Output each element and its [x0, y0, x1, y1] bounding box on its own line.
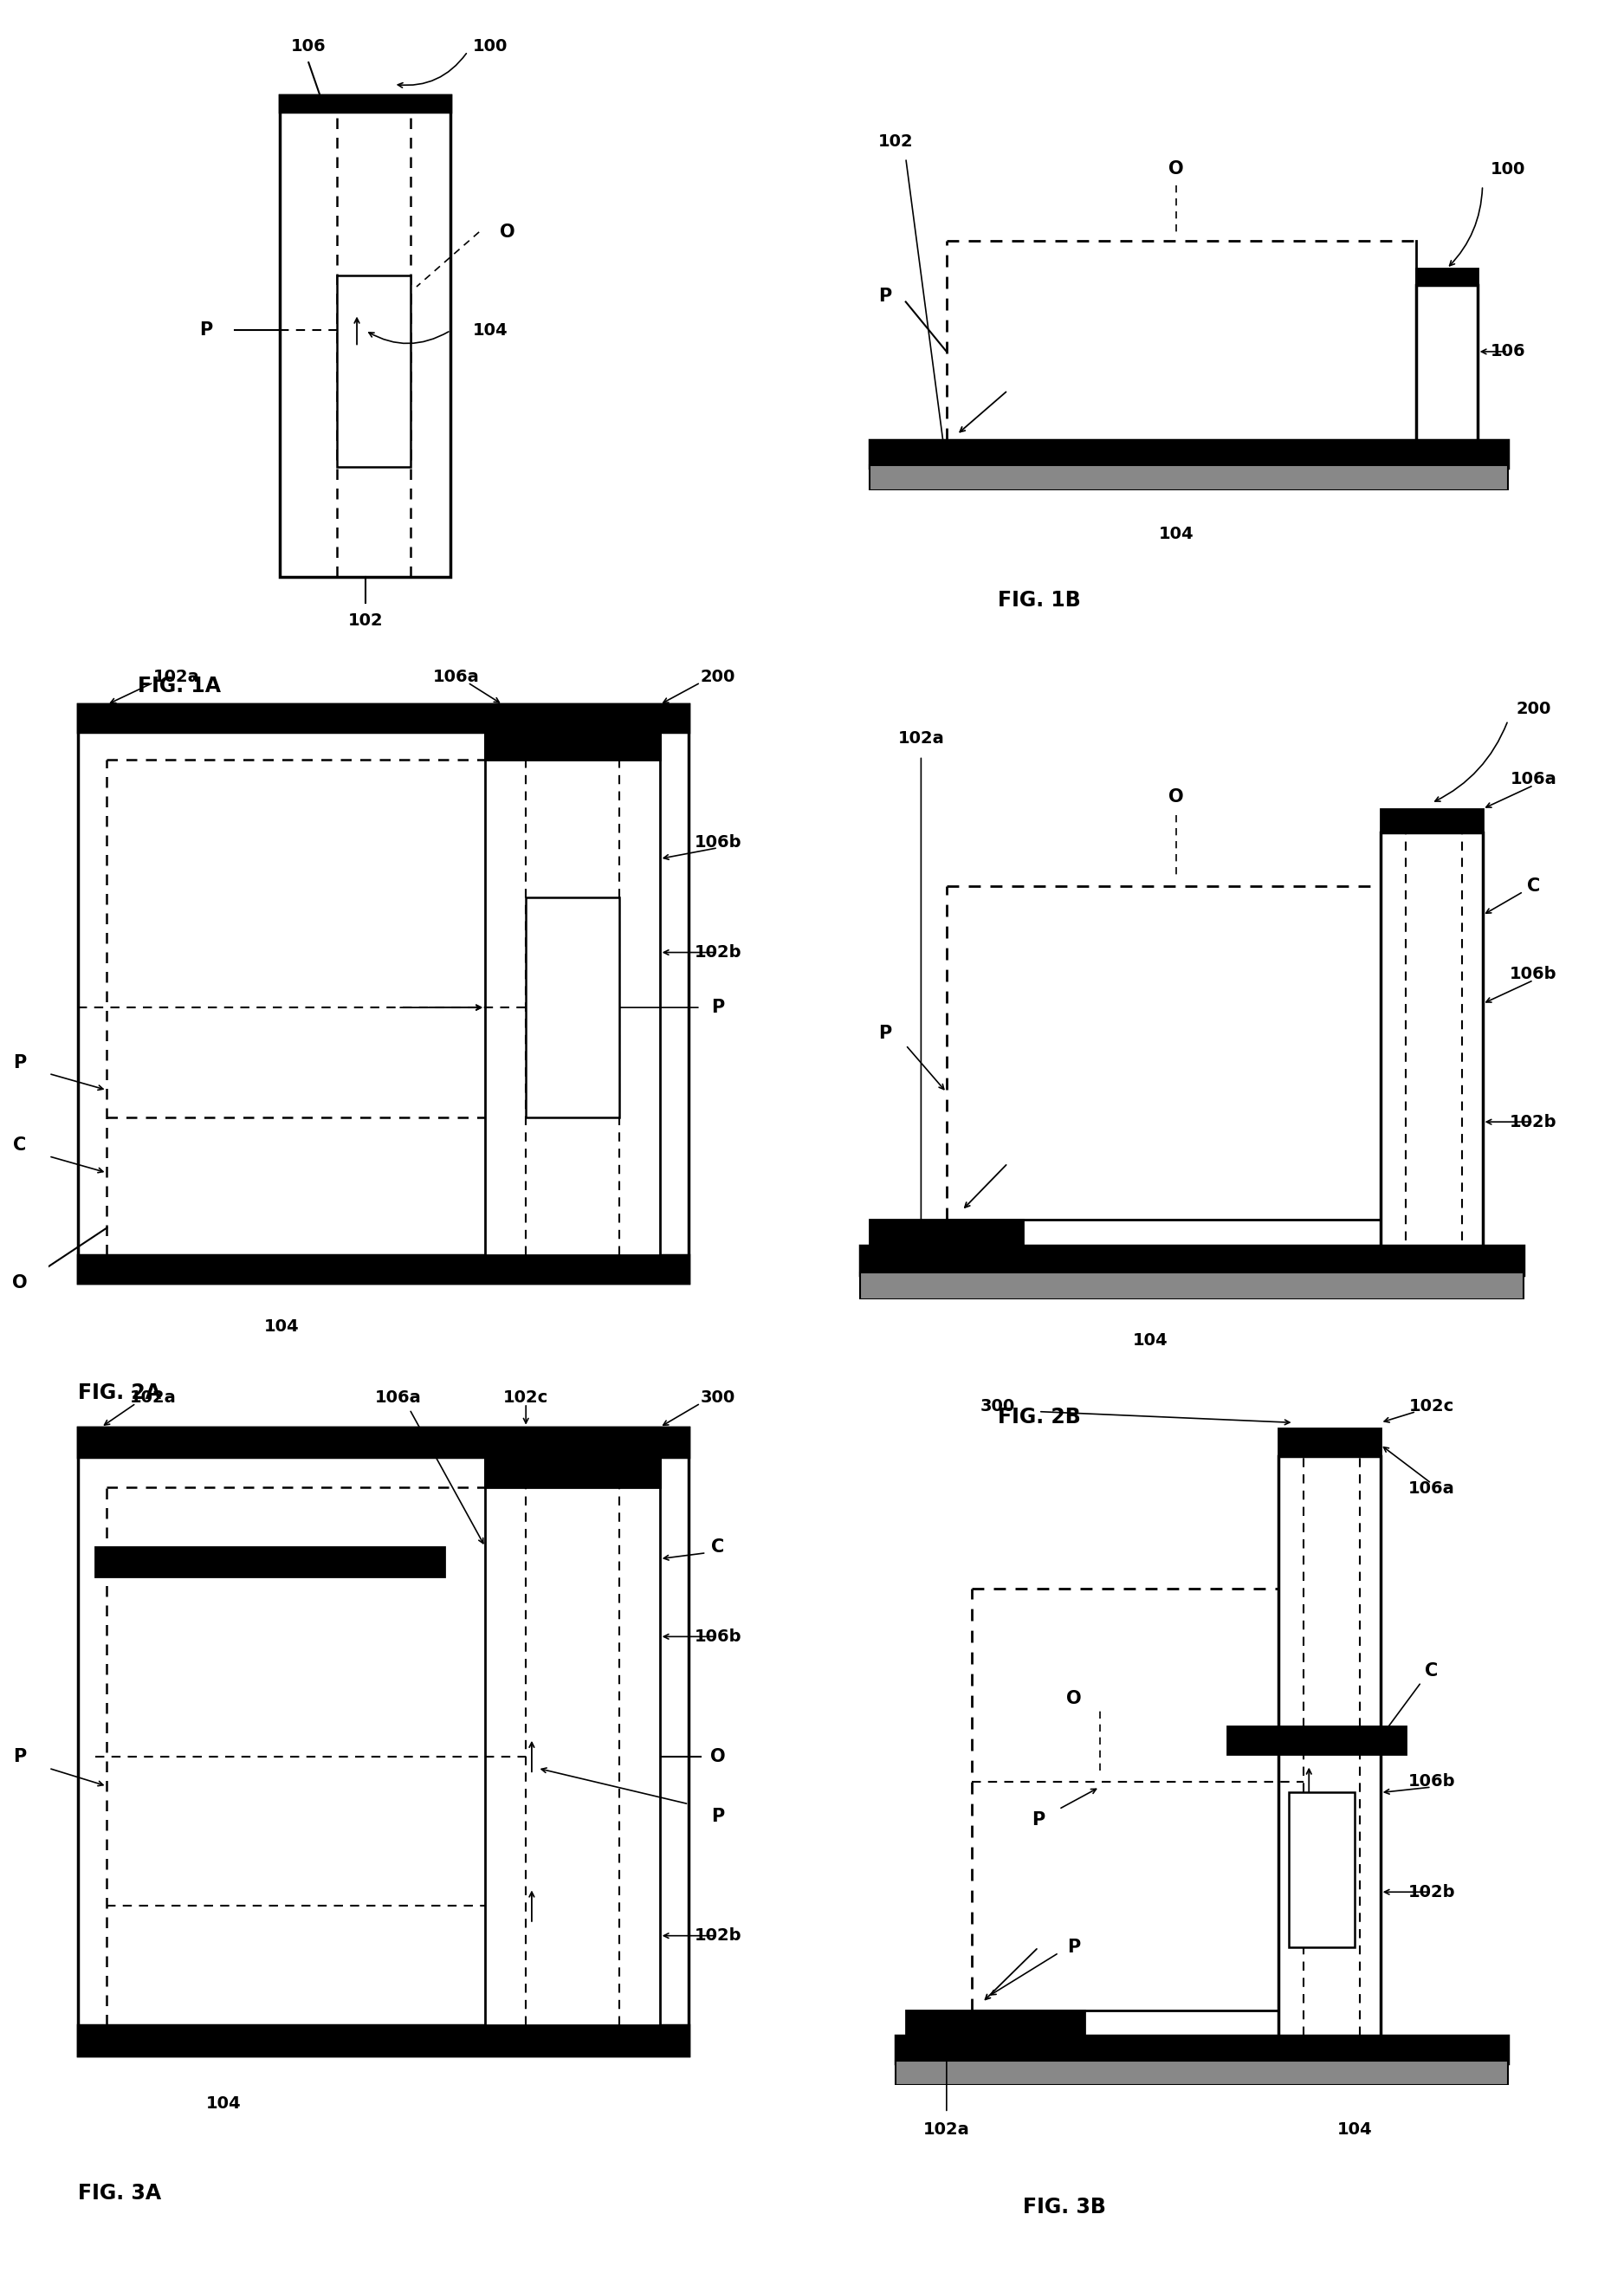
Bar	[279, 96, 450, 112]
Bar	[1380, 832, 1483, 1247]
Bar	[78, 704, 689, 1283]
Text: 100: 100	[473, 39, 508, 55]
Bar	[1228, 1727, 1406, 1755]
Bar	[895, 2060, 1509, 2085]
Text: 106b: 106b	[695, 834, 742, 850]
Text: 102: 102	[348, 613, 383, 629]
Text: 104: 104	[1134, 1333, 1168, 1349]
Text: O: O	[1169, 789, 1184, 807]
Text: P: P	[1067, 1939, 1080, 1955]
Bar	[859, 1272, 1523, 1299]
Bar	[78, 704, 689, 732]
Bar	[895, 2035, 1509, 2062]
Bar	[1288, 1794, 1354, 1946]
Bar	[1380, 809, 1483, 832]
Text: C: C	[711, 1538, 724, 1557]
Text: 106: 106	[291, 39, 326, 55]
Text: 106a: 106a	[432, 668, 479, 686]
Text: P: P	[711, 998, 724, 1016]
Text: 200: 200	[700, 668, 736, 686]
Text: FIG. 3A: FIG. 3A	[78, 2183, 161, 2204]
Bar	[1416, 285, 1478, 440]
Text: 106: 106	[1491, 344, 1525, 360]
Text: 104: 104	[473, 321, 508, 340]
Bar	[279, 96, 450, 577]
Bar	[486, 1456, 659, 2026]
Text: 106a: 106a	[1510, 770, 1557, 789]
Bar	[1278, 1456, 1380, 2035]
Text: 102a: 102a	[924, 2122, 970, 2138]
Bar	[78, 1427, 689, 1456]
Text: 102c: 102c	[1408, 1397, 1453, 1415]
Text: 102a: 102a	[153, 668, 200, 686]
Text: 102c: 102c	[503, 1390, 549, 1406]
Text: FIG. 1A: FIG. 1A	[138, 675, 221, 697]
Text: 100: 100	[1491, 162, 1525, 178]
Bar	[906, 2010, 1085, 2035]
Text: P: P	[879, 287, 892, 305]
Text: P: P	[13, 1748, 26, 1764]
Bar	[870, 465, 1509, 490]
Bar	[486, 732, 659, 1256]
Text: FIG. 2B: FIG. 2B	[997, 1406, 1080, 1427]
Text: P: P	[13, 1053, 26, 1071]
Bar	[486, 732, 659, 759]
Text: C: C	[1424, 1661, 1437, 1680]
Bar	[78, 1427, 689, 2056]
Text: O: O	[500, 223, 515, 242]
Text: O: O	[1067, 1691, 1082, 1707]
Bar	[486, 1456, 659, 1486]
Text: P: P	[1031, 1812, 1044, 1828]
Text: 106a: 106a	[1408, 1481, 1455, 1497]
Text: C: C	[13, 1137, 26, 1153]
Text: 106b: 106b	[695, 1629, 742, 1645]
Bar	[870, 1219, 1023, 1247]
Text: 300: 300	[700, 1390, 736, 1406]
Text: P: P	[200, 321, 213, 340]
Text: 200: 200	[1517, 700, 1551, 718]
Text: O: O	[710, 1748, 726, 1764]
Bar	[96, 1547, 445, 1577]
Text: 102a: 102a	[898, 729, 944, 745]
Text: O: O	[1169, 160, 1184, 178]
Bar	[338, 276, 411, 467]
Text: O: O	[11, 1274, 28, 1292]
Text: C: C	[1527, 877, 1540, 893]
Text: 104: 104	[1158, 526, 1194, 542]
Text: 300: 300	[981, 1397, 1015, 1415]
Bar	[870, 440, 1509, 467]
Text: 104: 104	[263, 1320, 299, 1335]
Bar	[526, 898, 619, 1117]
Text: 106b: 106b	[1408, 1773, 1455, 1789]
Text: FIG. 3B: FIG. 3B	[1023, 2197, 1106, 2217]
Bar	[78, 1256, 689, 1283]
Text: 102a: 102a	[130, 1390, 177, 1406]
Text: 102b: 102b	[1408, 1885, 1455, 1901]
Text: 102: 102	[879, 132, 913, 150]
Text: 102b: 102b	[695, 1928, 742, 1944]
Text: 106a: 106a	[375, 1390, 421, 1406]
Text: 102b: 102b	[695, 944, 742, 962]
Bar	[1416, 269, 1478, 285]
Text: FIG. 2A: FIG. 2A	[78, 1383, 161, 1404]
Bar	[78, 2026, 689, 2056]
Text: 104: 104	[206, 2094, 240, 2110]
Text: 102b: 102b	[1510, 1114, 1557, 1130]
Text: P: P	[711, 1807, 724, 1825]
Text: 104: 104	[1337, 2122, 1372, 2138]
Text: FIG. 1B: FIG. 1B	[997, 590, 1080, 611]
Bar	[859, 1247, 1523, 1276]
Bar	[1278, 1429, 1380, 1456]
Text: 106b: 106b	[1510, 966, 1557, 982]
Text: P: P	[879, 1026, 892, 1042]
